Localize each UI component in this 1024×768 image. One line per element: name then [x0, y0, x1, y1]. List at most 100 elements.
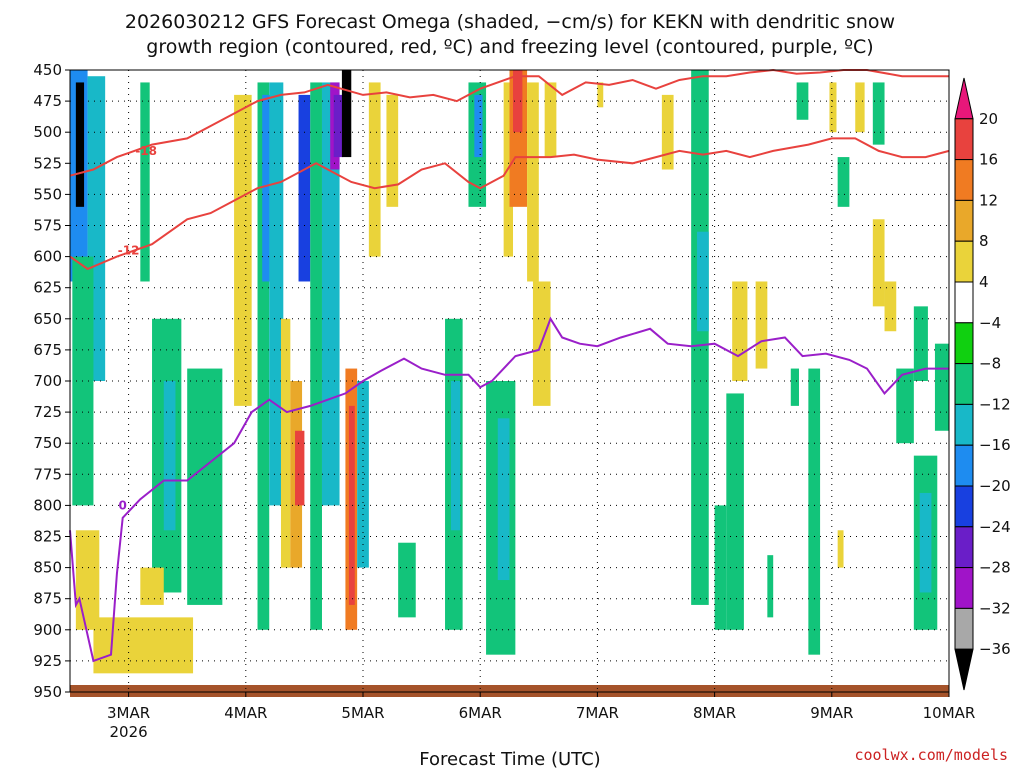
- omega-cell: [269, 82, 284, 506]
- omega-cell: [790, 368, 799, 406]
- x-tick-label: 9MAR: [810, 704, 853, 722]
- y-tick-label: 675: [33, 341, 62, 359]
- omega-cell: [398, 542, 416, 618]
- plot-area: -18 -12 0: [69, 68, 950, 697]
- credit-link[interactable]: coolwx.com/models: [854, 746, 1008, 764]
- omega-cell: [884, 281, 897, 332]
- colorbar-label: 4: [979, 273, 989, 291]
- x-tick-label: 4MAR: [224, 704, 267, 722]
- ground-terrain: [70, 685, 949, 697]
- x-tick-label: 6MAR: [459, 704, 502, 722]
- omega-shading: [70, 70, 949, 674]
- x-tick-label: 10MAR: [923, 704, 976, 722]
- x-tick-year: 2026: [110, 723, 148, 741]
- omega-cell: [732, 281, 748, 381]
- omega-cell: [333, 94, 344, 158]
- y-tick-label: 775: [33, 465, 62, 483]
- y-tick-label: 925: [33, 652, 62, 670]
- colorbar-swatch: [954, 322, 974, 365]
- colorbar-label: −28: [979, 559, 1011, 577]
- y-tick-label: 750: [33, 434, 62, 452]
- colorbar-swatch: [954, 159, 974, 201]
- colorbar-swatch: [954, 526, 974, 569]
- omega-cell: [913, 306, 928, 381]
- y-axis: 450 475 500 525 550 575 600 625 650 675 700 725 750 7…: [33, 61, 70, 701]
- omega-cell: [187, 368, 223, 605]
- colorbar-swatch: [954, 485, 974, 528]
- omega-cell: [872, 219, 885, 307]
- omega-cell: [257, 82, 270, 630]
- y-tick-label: 650: [33, 310, 62, 328]
- chart-title-line1: 2026030212 GFS Forecast Omega (shaded, −…: [125, 11, 895, 33]
- colorbar-label: 8: [979, 232, 989, 250]
- colorbar-label: −32: [979, 599, 1011, 617]
- dgz-contour: [69, 68, 949, 177]
- y-tick-label: 625: [33, 279, 62, 297]
- x-tick-label: 3MAR: [107, 704, 150, 722]
- omega-cell: [691, 70, 709, 605]
- omega-cell: [386, 94, 399, 207]
- y-tick-label: 450: [33, 61, 62, 79]
- colorbar-swatch: [954, 240, 974, 283]
- y-tick-label: 950: [33, 683, 62, 701]
- omega-cell: [919, 492, 932, 593]
- freezing-level-contour: [69, 316, 949, 663]
- colorbar-swatch: [954, 444, 974, 487]
- omega-cell: [544, 82, 557, 158]
- colorbar-swatch: [954, 118, 974, 161]
- dgz-contour: [69, 137, 950, 271]
- x-tick-label: 8MAR: [693, 704, 736, 722]
- y-tick-label: 575: [33, 217, 62, 235]
- omega-cell: [855, 82, 865, 133]
- y-tick-label: 800: [33, 496, 62, 514]
- contours: -18 -12 0: [69, 68, 950, 663]
- omega-cell: [837, 530, 844, 568]
- omega-cell: [140, 567, 164, 605]
- colorbar-swatch: [954, 281, 974, 324]
- x-tick-label: 5MAR: [341, 704, 384, 722]
- colorbar-swatch: [954, 607, 974, 650]
- colorbar-label: −20: [979, 477, 1011, 495]
- omega-cell: [310, 82, 322, 630]
- omega-cell: [755, 281, 768, 369]
- omega-cell: [497, 418, 510, 581]
- colorbar-swatch: [954, 199, 974, 242]
- colorbar-label: −16: [979, 436, 1011, 454]
- colorbar-label: −12: [979, 395, 1011, 413]
- omega-cell: [348, 405, 355, 605]
- colorbar-legend: 20 16 12 8 4 −4 −8 −12 −16 −20 −24 −28 −32 −36: [954, 77, 1011, 691]
- x-axis-label: Forecast Time (UTC): [419, 749, 600, 768]
- omega-cell: [829, 82, 837, 133]
- omega-cell: [808, 368, 821, 655]
- colorbar-swatch: [954, 403, 974, 446]
- colorbar-label: −24: [979, 518, 1011, 536]
- y-tick-label: 725: [33, 403, 62, 421]
- dgz-contour-label: -18: [135, 144, 157, 158]
- omega-cell: [872, 82, 885, 145]
- omega-cell: [934, 343, 949, 431]
- omega-cell: [163, 381, 176, 531]
- omega-cell: [341, 70, 352, 158]
- omega-cell: [357, 381, 369, 568]
- y-tick-label: 550: [33, 185, 62, 203]
- y-tick-label: 525: [33, 154, 62, 172]
- omega-cell: [661, 94, 674, 170]
- omega-cell: [140, 82, 150, 282]
- y-tick-label: 900: [33, 621, 62, 639]
- omega-cell: [714, 505, 727, 630]
- y-tick-label: 475: [33, 92, 62, 110]
- colorbar-swatch: [954, 363, 974, 405]
- y-tick-label: 850: [33, 559, 62, 577]
- omega-cell: [75, 82, 85, 207]
- omega-cell: [450, 381, 461, 531]
- omega-cell: [75, 530, 100, 630]
- y-tick-label: 700: [33, 372, 62, 390]
- colorbar-label: −4: [979, 314, 1001, 332]
- x-tick-label: 7MAR: [576, 704, 619, 722]
- chart-title-line2: growth region (contoured, red, ºC) and f…: [146, 36, 873, 58]
- omega-cell: [896, 368, 914, 444]
- colorbar-swatch: [954, 567, 974, 609]
- colorbar-label: 16: [979, 151, 998, 169]
